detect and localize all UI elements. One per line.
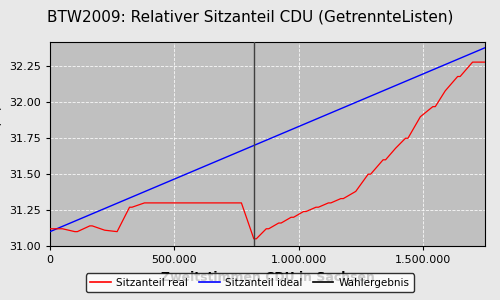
Text: BTW2009: Relativer Sitzanteil CDU (GetrennteListen): BTW2009: Relativer Sitzanteil CDU (Getre… — [47, 9, 453, 24]
Y-axis label: Sitzanteil(%): Sitzanteil(%) — [0, 104, 4, 184]
X-axis label: Zweitstimmen CDU in Sachsen: Zweitstimmen CDU in Sachsen — [160, 271, 374, 284]
Legend: Sitzanteil real, Sitzanteil ideal, Wahlergebnis: Sitzanteil real, Sitzanteil ideal, Wahle… — [86, 274, 414, 292]
